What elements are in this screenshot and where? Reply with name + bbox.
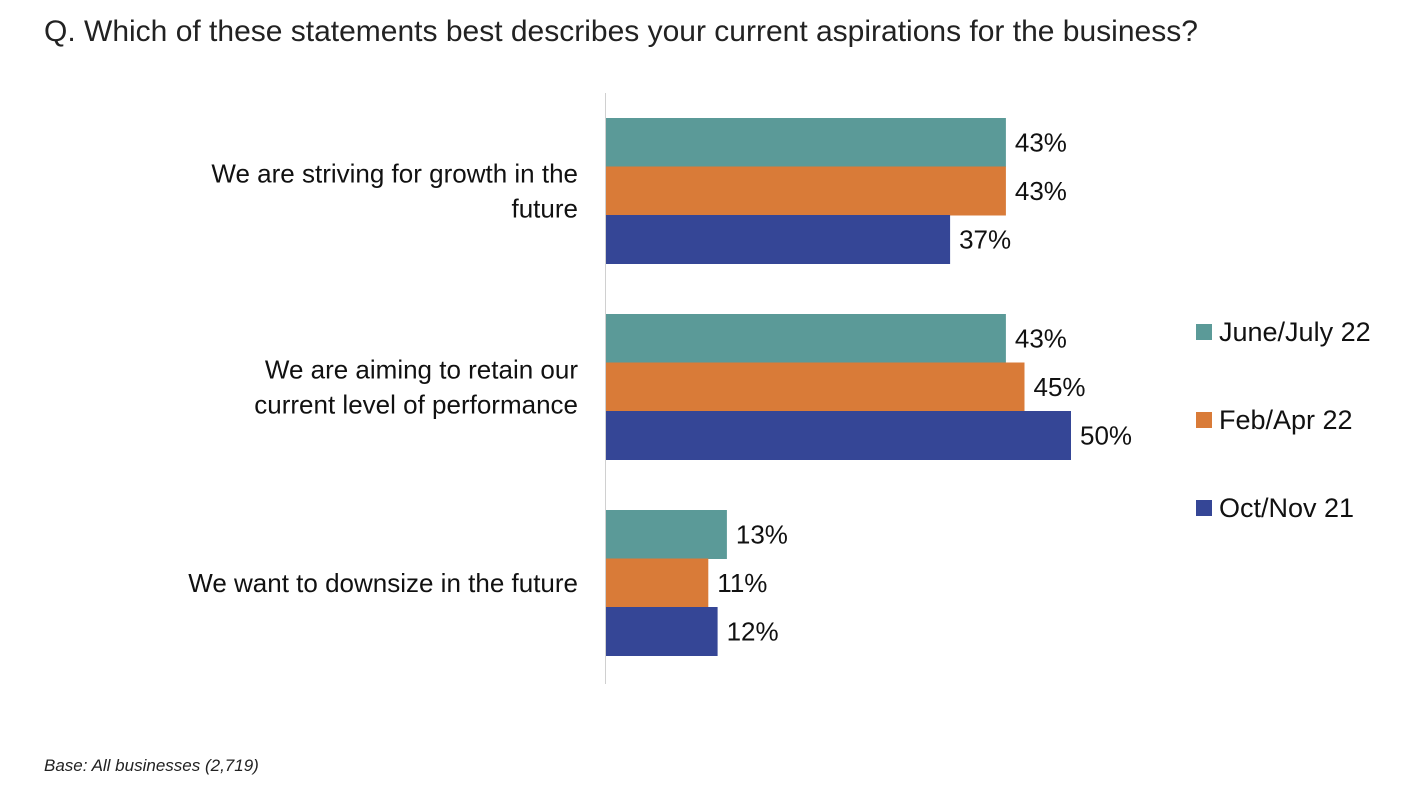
category-label: We want to downsize in the future (188, 568, 578, 598)
legend-item: June/July 22 (1196, 310, 1416, 354)
legend-label: Feb/Apr 22 (1219, 404, 1353, 435)
value-labels-group: 43%43%37%43%45%50%13%11%12% (717, 127, 1132, 646)
bar (606, 118, 1006, 167)
bar (606, 510, 727, 559)
value-label: 43% (1015, 127, 1067, 157)
category-label-line: We want to downsize in the future (188, 568, 578, 598)
value-label: 43% (1015, 323, 1067, 353)
legend-label: June/July 22 (1219, 316, 1371, 347)
category-label: We are striving for growth in the future (211, 158, 578, 223)
bar (606, 166, 1006, 216)
value-label: 11% (717, 568, 767, 598)
value-label: 45% (1034, 372, 1086, 402)
bar (606, 314, 1006, 363)
legend: June/July 22 Feb/Apr 22 Oct/Nov 21 (1196, 310, 1416, 574)
legend-swatch (1196, 500, 1212, 516)
category-label-line: We are striving for growth in the (211, 158, 578, 188)
bar (606, 215, 951, 264)
legend-label: Oct/Nov 21 (1219, 492, 1355, 523)
category-label-line: current level of performance (254, 389, 578, 419)
bar (606, 411, 1071, 460)
bar (606, 607, 718, 656)
legend-swatch (1196, 412, 1212, 428)
question-title: Q. Which of these statements best descri… (44, 15, 1198, 48)
bars-group (606, 118, 1071, 656)
value-label: 13% (736, 519, 788, 549)
value-label: 50% (1080, 420, 1132, 450)
legend-swatch (1196, 324, 1212, 340)
bar (606, 362, 1025, 412)
value-label: 37% (959, 224, 1011, 254)
category-label-line: We are aiming to retain our (265, 354, 578, 384)
legend-item: Oct/Nov 21 (1196, 486, 1416, 530)
category-labels-group: We are striving for growth in the futureW… (188, 158, 578, 598)
value-label: 12% (727, 616, 779, 646)
base-footnote: Base: All businesses (2,719) (44, 756, 259, 775)
value-label: 43% (1015, 176, 1067, 206)
category-label: We are aiming to retain our current level… (254, 354, 578, 419)
bar (606, 558, 709, 608)
category-label-line: future (512, 193, 579, 223)
legend-item: Feb/Apr 22 (1196, 398, 1416, 442)
